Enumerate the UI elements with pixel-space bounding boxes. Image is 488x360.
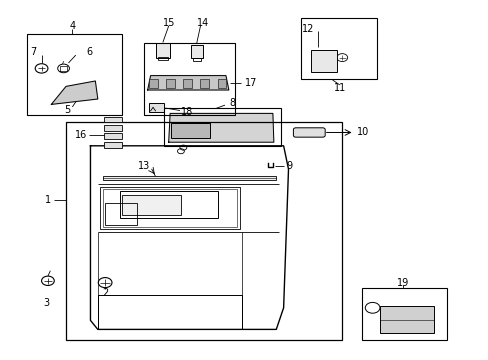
Bar: [103, 117, 122, 122]
Text: 12: 12: [301, 24, 313, 34]
Bar: [98, 295, 242, 329]
Text: 14: 14: [196, 18, 209, 28]
Bar: [171, 123, 210, 138]
Bar: [103, 142, 122, 148]
Bar: [300, 18, 376, 79]
Polygon shape: [51, 81, 98, 104]
Bar: [158, 57, 167, 60]
Polygon shape: [168, 113, 273, 142]
Bar: [149, 79, 158, 88]
Bar: [122, 195, 181, 215]
Text: 9: 9: [285, 161, 292, 171]
Text: 10: 10: [356, 127, 368, 138]
Bar: [200, 79, 209, 88]
Bar: [163, 108, 281, 146]
Bar: [103, 125, 122, 131]
Bar: [166, 79, 175, 88]
Text: 4: 4: [69, 21, 75, 31]
Bar: [149, 103, 163, 112]
Text: 18: 18: [181, 107, 193, 117]
Bar: [310, 50, 337, 72]
Text: 11: 11: [333, 83, 346, 93]
Polygon shape: [147, 76, 228, 90]
Bar: [379, 306, 433, 333]
FancyBboxPatch shape: [293, 128, 325, 137]
Text: 16: 16: [75, 130, 87, 140]
Bar: [192, 58, 201, 61]
Bar: [217, 79, 226, 88]
Text: 19: 19: [396, 278, 409, 288]
Bar: [100, 187, 239, 229]
Bar: [105, 203, 137, 225]
Text: 1: 1: [45, 195, 51, 205]
Bar: [103, 134, 122, 139]
Bar: [183, 79, 192, 88]
Text: 5: 5: [64, 105, 70, 115]
Text: 3: 3: [43, 298, 49, 308]
Text: 2: 2: [102, 288, 108, 298]
Text: 8: 8: [229, 98, 235, 108]
Bar: [102, 176, 276, 180]
Text: 17: 17: [244, 78, 256, 88]
Text: 15: 15: [162, 18, 175, 28]
Bar: [361, 288, 447, 340]
Bar: [120, 191, 217, 218]
Text: 7: 7: [30, 47, 36, 57]
Bar: [66, 122, 342, 340]
Text: 6: 6: [86, 47, 92, 57]
Bar: [27, 34, 122, 115]
Bar: [155, 43, 170, 58]
Bar: [102, 189, 237, 227]
Bar: [144, 43, 234, 115]
Text: 13: 13: [138, 161, 150, 171]
Bar: [190, 45, 203, 58]
